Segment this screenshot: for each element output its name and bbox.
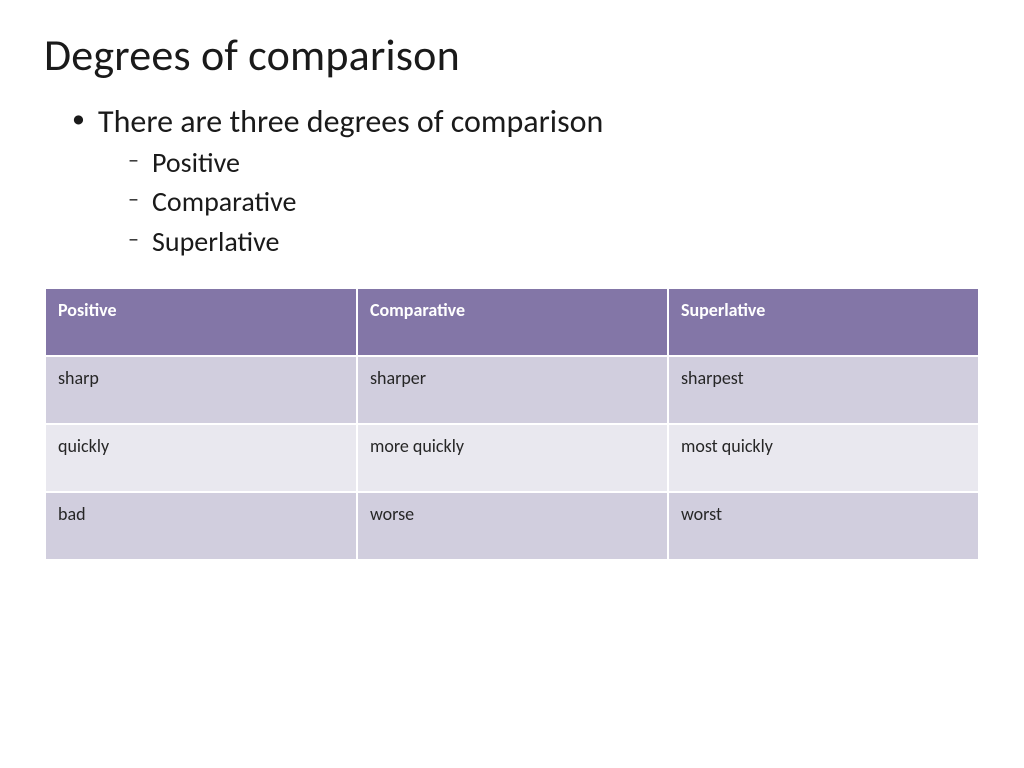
page-title: Degrees of comparison <box>44 28 980 82</box>
table-header-row: Positive Comparative Superlative <box>45 288 979 356</box>
bullet-sub: – Comparative <box>128 182 980 221</box>
table-cell: worse <box>357 492 668 560</box>
table-row: bad worse worst <box>45 492 979 560</box>
table-cell: quickly <box>45 424 357 492</box>
bullet-dash-icon: – <box>128 143 152 177</box>
slide: Degrees of comparison • There are three … <box>0 0 1024 768</box>
table-row: sharp sharper sharpest <box>45 356 979 424</box>
bullet-dash-icon: – <box>128 222 152 256</box>
bullet-sub-text: Positive <box>152 143 240 182</box>
bullet-main: • There are three degrees of comparison <box>72 100 980 143</box>
bullet-dash-icon: – <box>128 182 152 216</box>
bullet-sub-text: Superlative <box>152 222 279 261</box>
bullet-main-text: There are three degrees of comparison <box>98 100 603 143</box>
table-header-cell: Comparative <box>357 288 668 356</box>
table-row: quickly more quickly most quickly <box>45 424 979 492</box>
table-cell: most quickly <box>668 424 979 492</box>
bullet-dot-icon: • <box>72 100 98 136</box>
table-cell: sharp <box>45 356 357 424</box>
bullet-sub-text: Comparative <box>152 182 296 221</box>
table-cell: worst <box>668 492 979 560</box>
table-header-cell: Superlative <box>668 288 979 356</box>
bullet-sub: – Positive <box>128 143 980 182</box>
bullet-sub: – Superlative <box>128 222 980 261</box>
comparison-table: Positive Comparative Superlative sharp s… <box>44 287 980 561</box>
table-header-cell: Positive <box>45 288 357 356</box>
table-cell: sharpest <box>668 356 979 424</box>
table-cell: more quickly <box>357 424 668 492</box>
table-cell: sharper <box>357 356 668 424</box>
table-cell: bad <box>45 492 357 560</box>
